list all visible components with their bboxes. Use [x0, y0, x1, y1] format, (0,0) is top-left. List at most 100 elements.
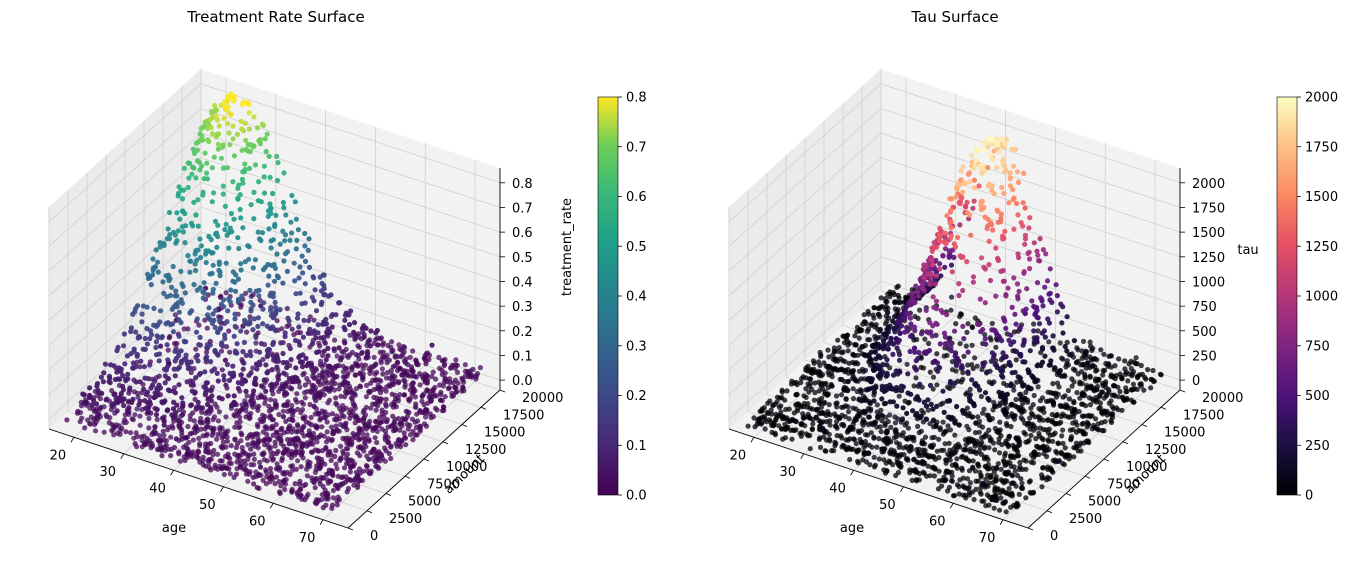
- data-point: [281, 258, 287, 264]
- z-gridline: [48, 256, 202, 395]
- data-point: [1101, 395, 1107, 401]
- data-point: [383, 396, 389, 402]
- data-point: [1097, 393, 1103, 399]
- data-point: [382, 458, 388, 464]
- data-point: [305, 432, 311, 438]
- data-point: [206, 459, 212, 466]
- data-point: [216, 261, 222, 267]
- data-point: [318, 301, 324, 308]
- data-point: [982, 266, 989, 272]
- data-point: [1076, 442, 1083, 449]
- data-point: [993, 362, 1000, 368]
- data-point: [288, 455, 294, 461]
- data-point: [196, 322, 202, 328]
- data-point: [226, 96, 232, 102]
- data-point: [1034, 363, 1040, 369]
- data-point: [383, 409, 389, 416]
- data-point: [112, 391, 118, 397]
- data-point: [388, 443, 394, 449]
- data-point: [224, 438, 230, 444]
- data-point: [384, 384, 390, 390]
- data-point: [921, 274, 927, 280]
- data-point: [998, 136, 1004, 142]
- data-point: [1027, 265, 1033, 272]
- data-point: [1068, 437, 1074, 443]
- z-tick-label: 0.1: [512, 349, 533, 364]
- data-point: [942, 230, 948, 236]
- data-point: [231, 216, 237, 222]
- data-point: [264, 474, 270, 480]
- data-point: [180, 229, 186, 235]
- data-point: [315, 497, 321, 503]
- data-point: [208, 237, 214, 243]
- data-point: [324, 369, 330, 375]
- data-point: [368, 450, 374, 456]
- data-point: [207, 116, 214, 122]
- data-point: [1008, 341, 1014, 347]
- data-point: [299, 451, 305, 457]
- data-point: [198, 426, 204, 432]
- data-point: [1003, 293, 1009, 299]
- data-point: [890, 351, 896, 357]
- data-point: [203, 259, 209, 266]
- data-point: [203, 285, 209, 291]
- data-point: [911, 324, 918, 330]
- data-point: [1054, 293, 1060, 299]
- data-point: [215, 146, 221, 152]
- data-point: [268, 449, 274, 455]
- data-point: [166, 424, 172, 430]
- y-gridline: [67, 411, 368, 512]
- data-point: [1037, 398, 1043, 404]
- data-point: [883, 335, 889, 341]
- data-point: [935, 368, 941, 374]
- data-point: [203, 410, 209, 416]
- data-point: [885, 309, 891, 316]
- data-point: [323, 496, 329, 502]
- data-point: [967, 449, 973, 455]
- data-point: [1150, 367, 1156, 374]
- data-point: [244, 393, 250, 399]
- data-point: [238, 118, 244, 124]
- data-point: [165, 387, 171, 393]
- data-point: [194, 428, 200, 434]
- data-point: [405, 426, 411, 432]
- data-point: [356, 466, 363, 472]
- data-point: [344, 427, 350, 433]
- data-point: [203, 389, 209, 396]
- data-point: [251, 114, 257, 120]
- data-point: [303, 355, 309, 361]
- data-point: [327, 478, 333, 484]
- data-point: [248, 462, 254, 468]
- data-point: [996, 149, 1002, 155]
- data-point: [340, 374, 346, 380]
- data-point: [952, 244, 959, 250]
- data-point: [1092, 378, 1099, 384]
- data-point: [273, 212, 279, 218]
- data-point: [157, 433, 163, 439]
- data-point: [140, 346, 146, 352]
- data-point: [417, 408, 423, 414]
- data-point: [264, 426, 270, 432]
- data-point: [922, 441, 928, 447]
- data-point: [937, 232, 943, 238]
- data-point: [1080, 362, 1086, 368]
- data-point: [201, 176, 207, 182]
- data-point: [826, 402, 832, 408]
- data-point: [1026, 256, 1033, 262]
- data-point: [1108, 364, 1114, 370]
- data-point: [825, 369, 831, 375]
- x-tick-mark: [220, 486, 224, 492]
- data-point: [469, 374, 475, 380]
- data-point: [338, 443, 344, 449]
- data-point: [260, 306, 266, 312]
- data-point: [990, 156, 996, 162]
- data-point: [292, 199, 298, 205]
- data-point: [952, 380, 958, 386]
- data-point: [261, 377, 267, 383]
- data-point: [196, 342, 202, 348]
- data-point: [254, 484, 260, 491]
- data-point: [922, 336, 928, 342]
- data-point: [194, 352, 200, 358]
- data-point: [136, 402, 142, 408]
